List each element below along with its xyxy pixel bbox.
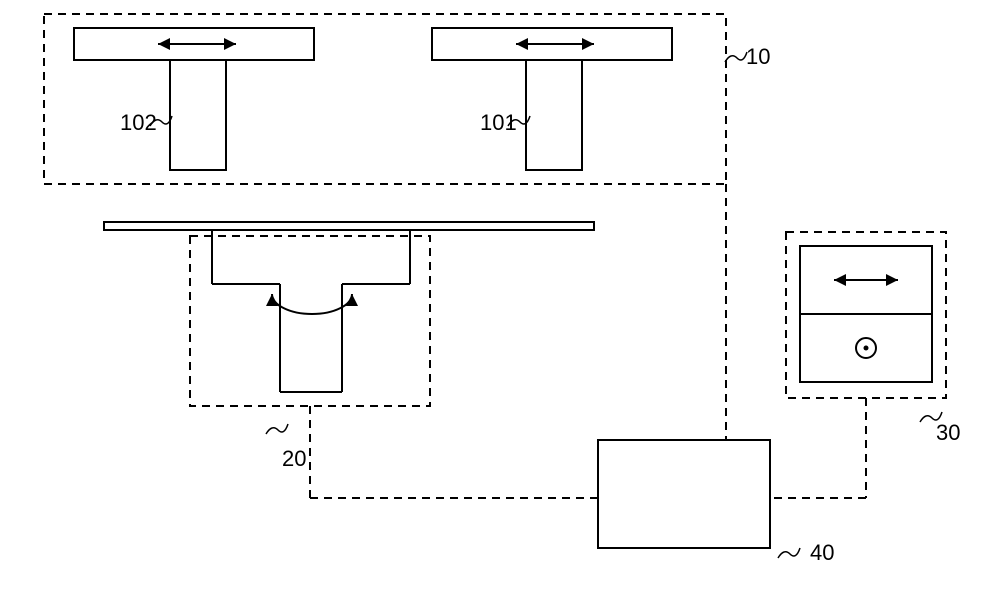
svg-text:101: 101 — [480, 110, 517, 135]
svg-text:20: 20 — [282, 446, 306, 471]
svg-text:40: 40 — [810, 540, 834, 565]
svg-text:30: 30 — [936, 420, 960, 445]
svg-text:102: 102 — [120, 110, 157, 135]
svg-text:10: 10 — [746, 44, 770, 69]
